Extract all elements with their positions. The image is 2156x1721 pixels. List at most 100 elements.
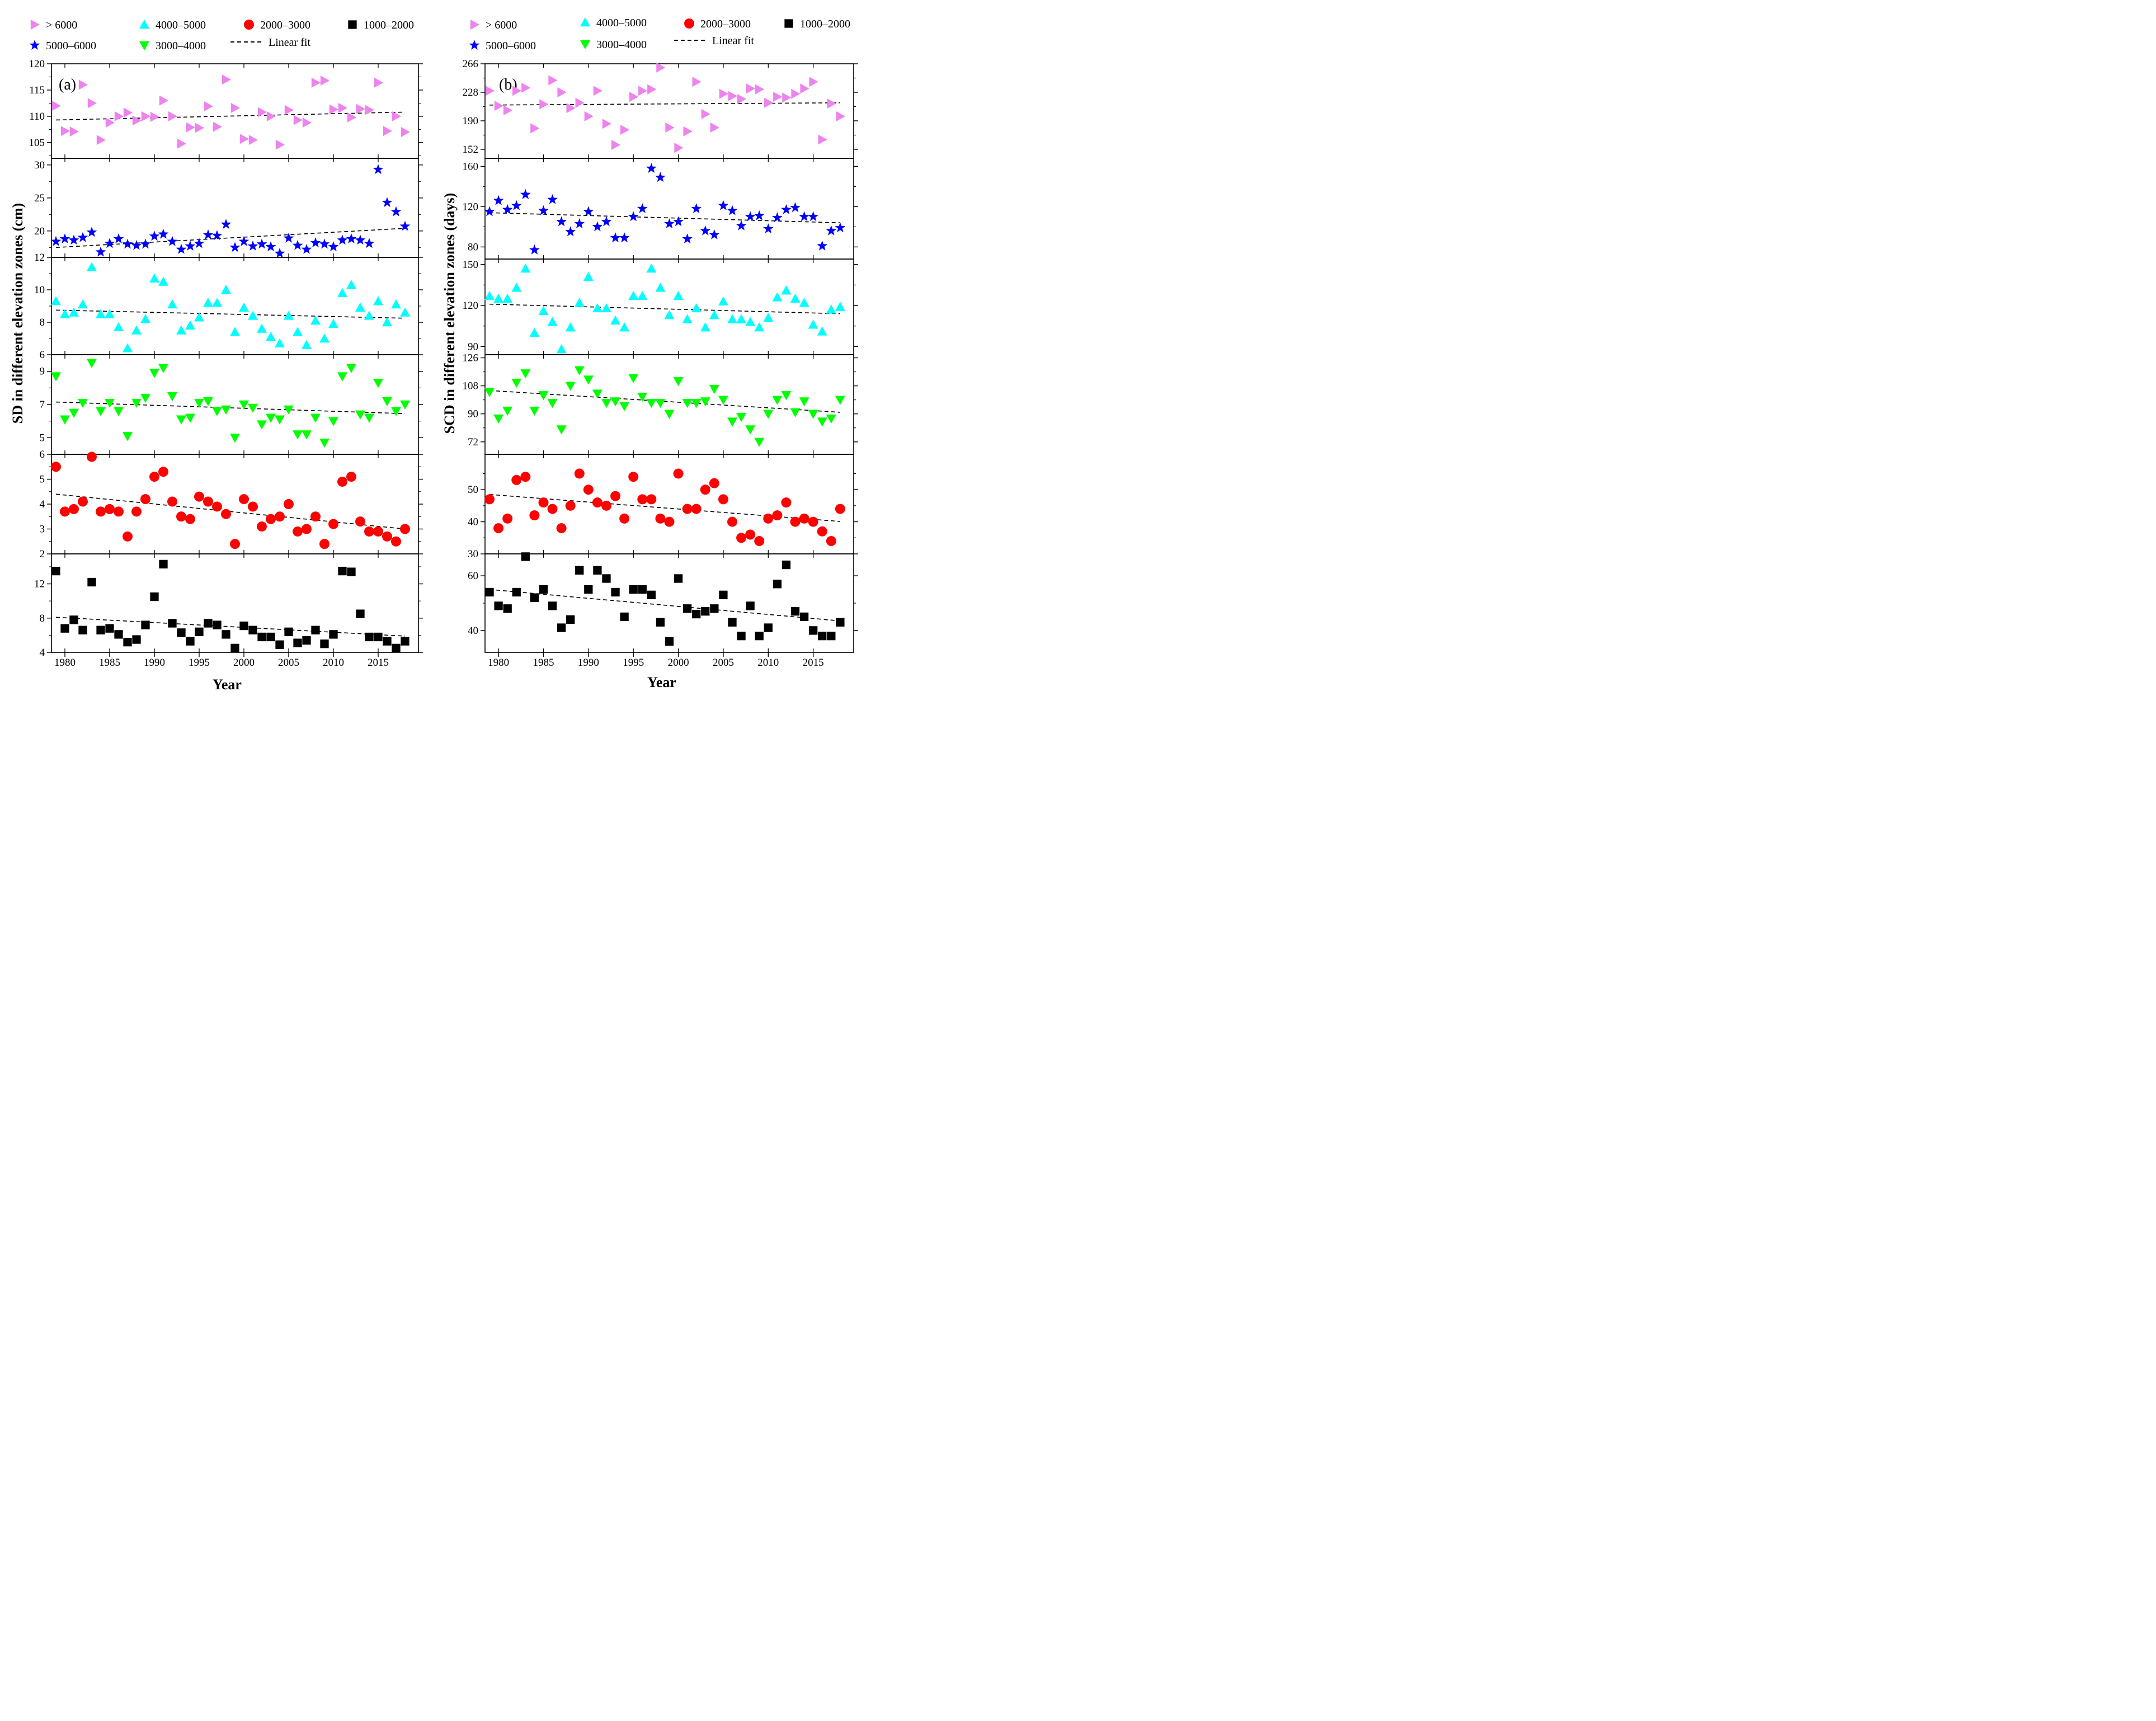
panel-a-x-tick-label: 1980 [54,657,76,669]
panel-b-point-z1000 [611,587,620,597]
panel-b-point-gt6000 [737,94,747,105]
panel-a-point-z4000 [176,325,186,335]
panel-a-point-z5000 [390,206,402,217]
panel-a-point-z5000 [185,241,196,251]
panel-a-point-z2000 [355,516,365,527]
panel-b-point-z2000 [799,513,809,524]
panel-a-point-z4000 [69,307,79,317]
panel-b-point-gt6000 [530,123,540,134]
panel-b-y-tick-label-z5000: 120 [463,201,479,213]
panel-b-point-z5000 [781,204,792,214]
panel-b-point-z5000 [727,205,738,215]
panel-b-point-z5000 [762,223,774,233]
panel-a-point-gt6000 [222,74,231,85]
panel-b-y-tick-label-z4000: 150 [463,259,479,271]
panel-a-point-z3000 [328,417,338,426]
panel-a-point-z5000 [86,227,97,237]
panel-b-point-z4000 [511,283,522,292]
panel-b-point-gt6000 [629,92,639,102]
panel-b-point-z1000 [566,615,575,624]
panel-a-point-z4000 [230,327,240,336]
panel-b-point-gt6000 [782,92,792,103]
panel-b-point-gt6000 [638,86,648,96]
panel-a-point-z4000 [60,309,70,318]
panel-a-point-z2000 [149,472,159,482]
panel-a-point-z5000 [68,234,79,245]
panel-b-y-tick-label-z5000: 80 [468,241,478,253]
panel-a-point-z2000 [60,506,70,517]
panel-b-point-gt6000 [593,86,602,96]
panel-a-point-gt6000 [87,98,97,109]
panel-a-legend-label-z2000: 2000–3000 [260,19,310,31]
panel-b-point-z1000 [728,618,737,627]
panel-b-point-z1000 [503,604,512,613]
panel-b-y-tick-label-z3000: 72 [468,436,478,448]
panel-a-fit-line-gt6000 [55,111,406,121]
panel-b-point-gt6000 [665,123,675,133]
panel-a-point-z5000 [131,239,142,250]
panel-b-point-z2000 [583,485,594,495]
panel-a-point-z1000 [132,635,141,644]
panel-a-point-z2000 [176,511,186,522]
panel-b-point-z1000 [494,601,503,610]
panel-a-point-gt6000 [123,107,133,118]
panel-b-point-gt6000 [620,125,630,135]
panel-a-point-z1000 [150,592,159,601]
panel-a-legend-marker-z1000 [348,20,357,29]
panel-b-point-z1000 [557,623,566,632]
panel-b-point-gt6000 [647,84,657,95]
panel-b-point-z5000 [502,204,513,214]
panel-b-point-gt6000 [485,86,495,96]
panel-a-point-gt6000 [356,104,365,114]
panel-a-y-tick-label-z5000: 30 [34,159,45,171]
panel-b-point-z1000 [782,560,791,570]
panel-a-point-z2000 [203,496,213,507]
panel-b-point-z2000 [781,497,792,508]
panel-a-point-z4000 [346,280,356,289]
panel-a-point-z3000 [382,397,392,407]
panel-a-point-z3000 [167,392,177,402]
panel-a-point-z1000 [141,620,150,629]
panel-a-point-z1000 [275,640,284,649]
panel-b-point-z2000 [520,472,531,482]
panel-b-legend-marker-z4000 [580,17,590,27]
panel-a-point-z1000 [356,609,365,618]
panel-b-point-z5000 [736,220,747,231]
panel-b-point-z4000 [709,310,719,319]
panel-a-point-z4000 [373,296,383,305]
panel-b-point-gt6000 [656,62,666,73]
panel-a-fit-line-z1000 [55,617,406,637]
panel-a-point-z2000 [239,494,249,505]
panel-a-fit-line-z5000 [55,228,406,248]
panel-b-point-gt6000 [755,84,765,95]
panel-a-point-z4000 [310,316,321,325]
panel-b-fit-line-z4000 [489,303,840,314]
panel-b-point-z1000 [719,590,728,599]
panel-b-point-z5000 [682,233,693,243]
panel-a-point-gt6000 [168,111,177,121]
panel-a-point-z2000 [284,499,294,509]
panel-b-point-z4000 [646,264,657,273]
panel-b-point-z3000 [592,389,602,399]
panel-a-point-z5000 [364,238,375,248]
panel-a-point-z2000 [302,524,312,534]
panel-b-point-z1000 [674,574,683,583]
panel-a-point-z4000 [400,307,410,317]
panel-b-y-tick-label-z1000: 60 [468,570,478,582]
panel-b-point-z2000 [835,504,845,514]
panel-a-point-z1000 [248,626,257,634]
panel-a-point-z2000 [78,496,88,507]
panel-b-point-z1000 [682,604,692,613]
panel-a-y-tick-label-z3000: 9 [40,366,45,378]
panel-b-point-z2000 [700,485,710,495]
panel-b-point-z2000 [511,474,522,485]
panel-a-point-z4000 [328,318,338,328]
panel-b-point-z1000 [692,609,701,619]
panel-b-point-z1000 [790,607,800,616]
panel-b-point-z2000 [709,478,719,488]
panel-b-point-z2000 [547,504,558,514]
panel-a-fit-line-z3000 [55,401,406,415]
panel-b-point-z4000 [691,303,702,313]
panel-b-point-z1000 [701,607,710,616]
panel-a-point-z1000 [329,630,338,639]
